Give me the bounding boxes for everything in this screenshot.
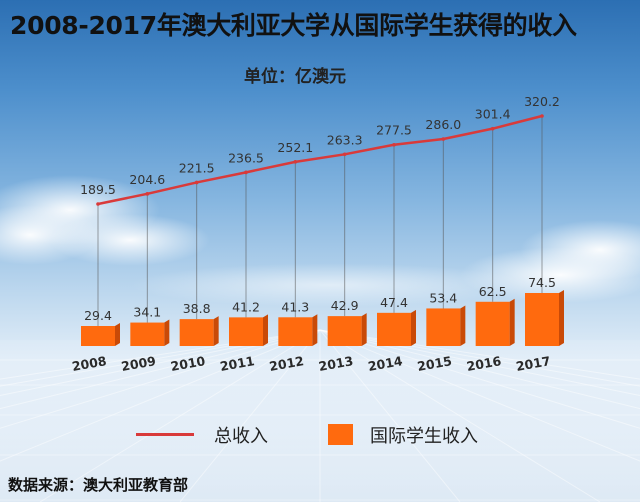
x-tick-label: 2014: [367, 353, 404, 374]
legend-bar-swatch: [328, 424, 353, 445]
bar: [327, 313, 367, 346]
bar-value-label: 41.2: [232, 299, 260, 314]
line-value-label: 204.6: [129, 172, 165, 187]
bar-value-label: 42.9: [331, 298, 359, 313]
legend-line-label: 总收入: [214, 426, 268, 447]
clouds: [0, 175, 640, 307]
drop-lines: [97, 116, 543, 326]
bar: [81, 323, 120, 346]
line-series: [96, 114, 544, 206]
line-value-label: 320.2: [524, 94, 560, 109]
bar-value-label: 34.1: [133, 305, 161, 320]
bar: [229, 314, 268, 346]
data-source: 数据来源：澳大利亚教育部: [8, 476, 189, 494]
line-point: [244, 170, 248, 175]
chart-title: 2008-2017年澳大利亚大学从国际学生获得的收入: [10, 11, 577, 40]
line-point: [490, 126, 495, 131]
line-value-label: 277.5: [376, 123, 412, 138]
bar: [278, 314, 318, 346]
bar: [525, 290, 564, 346]
bar-value-label: 53.4: [429, 290, 457, 305]
bar-series: [81, 290, 564, 346]
bar: [426, 305, 466, 346]
total-income-line: [97, 114, 543, 206]
x-tick-label: 2012: [268, 353, 305, 374]
x-tick-label: 2008: [71, 353, 108, 374]
line-value-label: 252.1: [277, 140, 313, 155]
line-value-label: 189.5: [80, 182, 116, 197]
bar-value-label: 62.5: [479, 284, 507, 299]
line-point: [293, 160, 298, 164]
line-value-label: 236.5: [228, 150, 264, 165]
x-axis-tick-labels: 2008 2009 2010 2011 2012 2013 2014 2015 2016 2017: [71, 353, 552, 374]
bar-value-label: 74.5: [528, 275, 556, 290]
bar-value-label: 47.4: [380, 295, 408, 310]
bar-value-label: 38.8: [183, 301, 211, 316]
legend-line-swatch: [136, 433, 194, 436]
line-value-labels: 189.5 204.6 221.5 236.5 252.1 263.3 277.5 286.0…: [80, 94, 560, 197]
bar: [377, 309, 416, 346]
floor: [0, 340, 640, 502]
legend-bar-label: 国际学生收入: [370, 426, 478, 447]
bar: [130, 319, 170, 346]
line-point: [441, 137, 446, 141]
line-point: [96, 202, 100, 206]
bar: [475, 298, 515, 346]
bar-value-labels: 29.4 34.1 38.8 41.2 41.3 42.9 47.4 53.4 62.5 74.5: [84, 275, 556, 323]
x-tick-label: 2016: [465, 353, 502, 374]
line-point: [540, 114, 544, 118]
floor-grid: [0, 329, 640, 502]
bar: [179, 316, 219, 346]
unit-label: 单位：亿澳元: [244, 67, 346, 87]
line-value-label: 286.0: [425, 117, 461, 132]
x-tick-label: 2017: [515, 353, 552, 374]
x-tick-label: 2011: [219, 353, 256, 374]
x-tick-label: 2015: [416, 353, 453, 374]
line-point: [392, 142, 396, 147]
line-value-label: 221.5: [179, 160, 215, 175]
plot-area: 189.5 204.6 221.5 236.5 252.1 263.3 277.5 286.0…: [71, 94, 564, 374]
line-point: [194, 180, 199, 185]
legend: 总收入 国际学生收入: [0, 420, 640, 450]
x-tick-label: 2009: [120, 353, 157, 374]
bar-value-label: 29.4: [84, 308, 112, 323]
line-value-label: 301.4: [475, 107, 511, 122]
x-tick-label: 2010: [169, 353, 206, 374]
line-value-label: 263.3: [327, 132, 363, 147]
line-point: [145, 192, 150, 196]
bar-value-label: 41.3: [281, 299, 309, 314]
x-tick-label: 2013: [317, 353, 354, 374]
line-point: [342, 152, 347, 157]
